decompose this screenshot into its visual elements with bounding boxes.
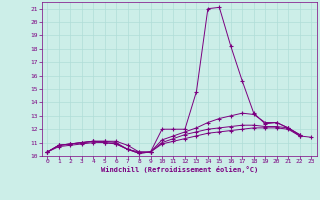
X-axis label: Windchill (Refroidissement éolien,°C): Windchill (Refroidissement éolien,°C) <box>100 166 258 173</box>
